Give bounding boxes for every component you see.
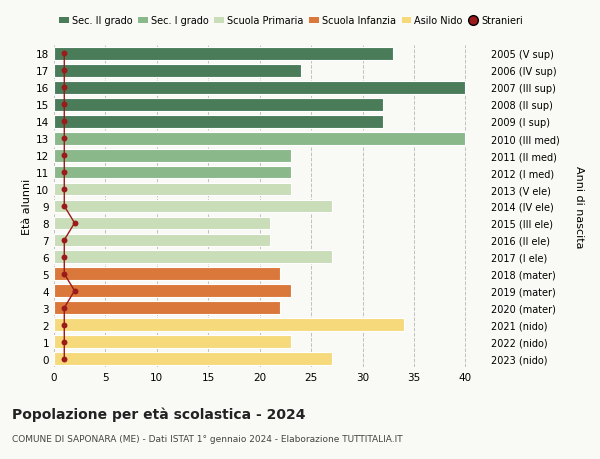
- Bar: [54, 150, 290, 162]
- Legend: Sec. II grado, Sec. I grado, Scuola Primaria, Scuola Infanzia, Asilo Nido, Stran: Sec. II grado, Sec. I grado, Scuola Prim…: [59, 17, 523, 26]
- Point: [59, 270, 69, 278]
- Point: [59, 186, 69, 193]
- Point: [59, 67, 69, 75]
- Point: [59, 84, 69, 92]
- Bar: [54, 183, 290, 196]
- Point: [59, 254, 69, 261]
- Bar: [54, 353, 332, 365]
- Y-axis label: Età alunni: Età alunni: [22, 179, 32, 235]
- Point: [59, 237, 69, 244]
- Point: [59, 118, 69, 126]
- Point: [59, 50, 69, 58]
- Point: [59, 338, 69, 346]
- Point: [59, 101, 69, 109]
- Point: [59, 135, 69, 143]
- Bar: [54, 234, 270, 247]
- Bar: [54, 251, 332, 263]
- Point: [70, 220, 79, 227]
- Text: COMUNE DI SAPONARA (ME) - Dati ISTAT 1° gennaio 2024 - Elaborazione TUTTITALIA.I: COMUNE DI SAPONARA (ME) - Dati ISTAT 1° …: [12, 434, 403, 443]
- Bar: [54, 166, 290, 179]
- Bar: [54, 285, 290, 297]
- Bar: [54, 65, 301, 78]
- Point: [59, 355, 69, 363]
- Bar: [54, 319, 404, 331]
- Bar: [54, 48, 394, 61]
- Point: [70, 287, 79, 295]
- Bar: [54, 336, 290, 348]
- Point: [59, 169, 69, 176]
- Point: [59, 203, 69, 210]
- Bar: [54, 82, 466, 95]
- Y-axis label: Anni di nascita: Anni di nascita: [574, 165, 584, 248]
- Bar: [54, 302, 280, 314]
- Bar: [54, 133, 466, 145]
- Point: [59, 152, 69, 159]
- Text: Popolazione per età scolastica - 2024: Popolazione per età scolastica - 2024: [12, 406, 305, 421]
- Bar: [54, 99, 383, 112]
- Point: [59, 304, 69, 312]
- Bar: [54, 200, 332, 213]
- Point: [59, 321, 69, 329]
- Bar: [54, 217, 270, 230]
- Bar: [54, 116, 383, 129]
- Bar: [54, 268, 280, 280]
